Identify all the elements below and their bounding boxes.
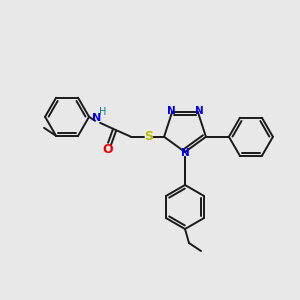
Text: N: N xyxy=(195,106,203,116)
Text: S: S xyxy=(145,130,154,143)
Text: H: H xyxy=(99,107,107,117)
Text: N: N xyxy=(92,113,102,123)
Text: N: N xyxy=(167,106,176,116)
Text: O: O xyxy=(103,143,113,156)
Text: N: N xyxy=(181,148,189,158)
